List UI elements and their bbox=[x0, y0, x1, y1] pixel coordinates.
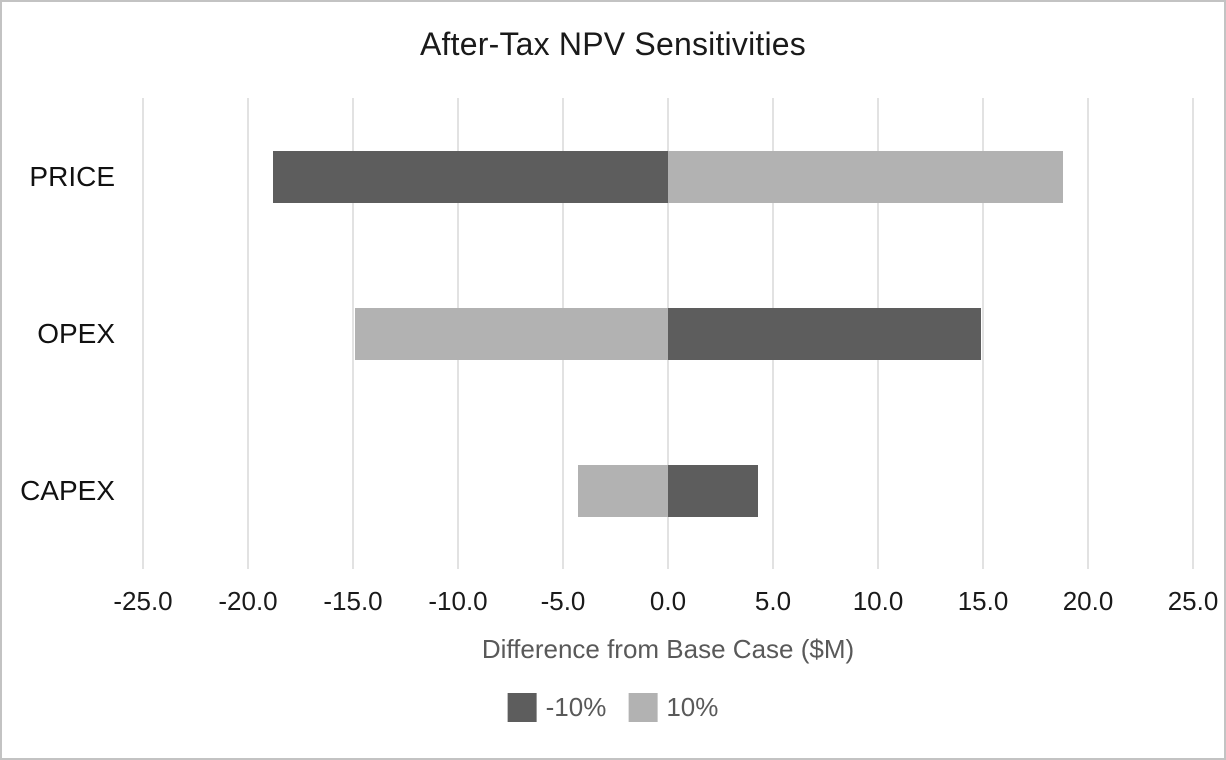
x-tick-label: -15.0 bbox=[323, 586, 383, 616]
x-tick-label: 25.0 bbox=[1167, 586, 1219, 616]
bar-segment bbox=[668, 464, 759, 517]
legend-item: 10% bbox=[628, 692, 718, 723]
legend-swatch bbox=[507, 693, 537, 722]
category-label: CAPEX bbox=[20, 474, 115, 506]
bar-segment bbox=[273, 150, 668, 203]
x-tick-label: -10.0 bbox=[428, 586, 488, 616]
bar-segment bbox=[668, 150, 1063, 203]
x-tick-label: 20.0 bbox=[1062, 586, 1114, 616]
x-tick-label: 10.0 bbox=[852, 586, 904, 616]
gridline bbox=[247, 98, 249, 569]
gridline bbox=[1087, 98, 1089, 569]
x-tick-label: 0.0 bbox=[649, 586, 687, 616]
legend-label: 10% bbox=[666, 692, 719, 722]
gridline bbox=[982, 98, 984, 569]
x-axis-title: Difference from Base Case ($M) bbox=[481, 634, 855, 664]
x-tick-label: -20.0 bbox=[218, 586, 278, 616]
gridline bbox=[352, 98, 354, 569]
legend: -10% 10% bbox=[507, 692, 718, 723]
legend-item: -10% bbox=[507, 692, 607, 723]
bar-segment bbox=[577, 464, 668, 517]
bar-segment bbox=[668, 307, 981, 360]
x-tick-label: -25.0 bbox=[113, 586, 173, 616]
plot-area bbox=[142, 98, 1194, 569]
x-tick-label: 15.0 bbox=[957, 586, 1009, 616]
chart-title: After-Tax NPV Sensitivities bbox=[420, 26, 806, 62]
legend-label: -10% bbox=[545, 692, 607, 722]
bar-segment bbox=[355, 307, 668, 360]
x-tick-label: -5.0 bbox=[540, 586, 586, 616]
gridline bbox=[1192, 98, 1194, 569]
gridline bbox=[142, 98, 144, 569]
category-label: PRICE bbox=[29, 160, 115, 192]
x-tick-label: 5.0 bbox=[754, 586, 792, 616]
category-label: OPEX bbox=[37, 317, 115, 349]
legend-swatch bbox=[628, 693, 658, 722]
